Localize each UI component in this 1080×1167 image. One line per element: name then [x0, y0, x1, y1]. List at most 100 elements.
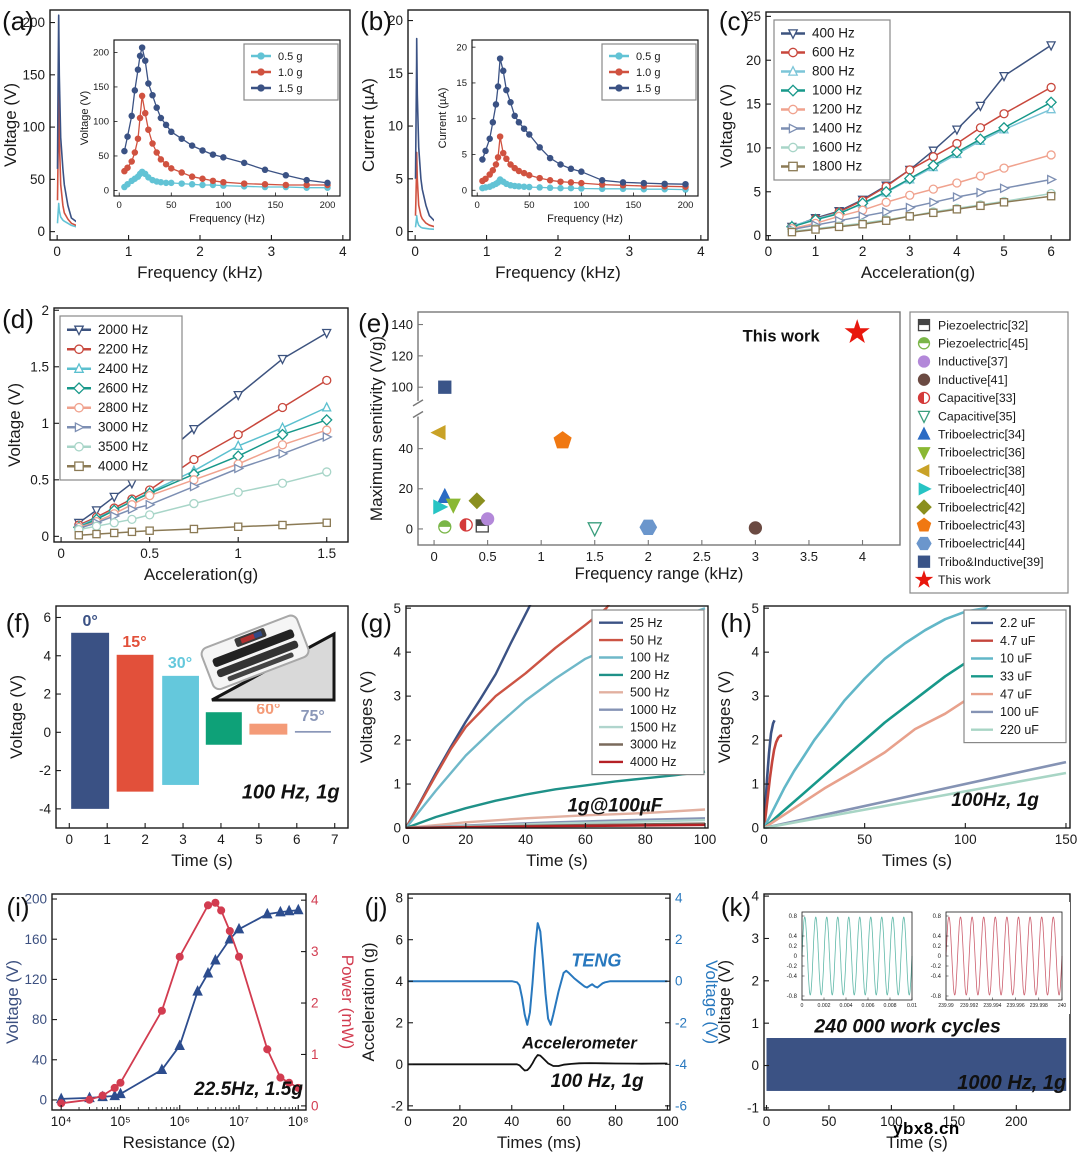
chart-k-durability: 0 50 100 150 200 -1 0 1 2 3 4 Time (s) Voltage (V) 24… [718, 889, 1071, 1152]
svg-text:100: 100 [880, 1114, 903, 1129]
svg-text:2: 2 [196, 244, 204, 259]
svg-text:1.0 g: 1.0 g [278, 67, 302, 79]
svg-text:Piezoelectric[32]: Piezoelectric[32] [938, 318, 1028, 332]
svg-text:0: 0 [404, 1114, 412, 1129]
svg-text:15: 15 [746, 97, 761, 112]
svg-text:40: 40 [504, 1114, 519, 1129]
panel-f-tilt-angle-voltage: 0 1 2 3 4 5 6 7 -4 -2 0 2 4 6 Time (s) Voltage (V) 0° 15°… [0, 598, 358, 882]
svg-text:10: 10 [388, 119, 403, 134]
svg-text:Triboelectric[40]: Triboelectric[40] [938, 482, 1025, 496]
svg-text:80: 80 [32, 1012, 47, 1027]
svg-text:1200 Hz: 1200 Hz [812, 102, 863, 117]
chart-f-tilt-bands: 0 1 2 3 4 5 6 7 -4 -2 0 2 4 6 Time (s) Voltage (V) 0° 15°… [6, 605, 349, 870]
svg-text:-2: -2 [391, 1098, 403, 1113]
svg-text:1: 1 [311, 1047, 319, 1062]
svg-text:3: 3 [906, 244, 914, 259]
svg-text:(h): (h) [720, 608, 752, 638]
svg-text:47 uF: 47 uF [1000, 687, 1032, 701]
svg-text:60°: 60° [256, 701, 280, 718]
svg-text:2: 2 [675, 932, 683, 947]
svg-text:22.5Hz, 1.5g: 22.5Hz, 1.5g [193, 1079, 303, 1100]
svg-text:Resistance (Ω): Resistance (Ω) [123, 1133, 236, 1152]
svg-text:Acceleration(g): Acceleration(g) [144, 565, 258, 584]
svg-text:0: 0 [66, 832, 74, 847]
svg-text:0.8: 0.8 [933, 914, 942, 920]
svg-text:0.006: 0.006 [862, 1003, 875, 1009]
svg-text:3: 3 [393, 689, 401, 704]
svg-text:0.5 g: 0.5 g [278, 51, 302, 63]
svg-text:150: 150 [625, 200, 641, 211]
svg-text:4: 4 [675, 891, 683, 906]
svg-text:Piezoelectric[45]: Piezoelectric[45] [938, 337, 1028, 351]
svg-text:239.992: 239.992 [960, 1003, 978, 1009]
svg-text:200: 200 [678, 200, 694, 211]
svg-text:-2: -2 [675, 1015, 687, 1030]
svg-text:80: 80 [638, 832, 653, 847]
svg-text:10: 10 [746, 141, 761, 156]
svg-text:2: 2 [645, 549, 652, 564]
svg-text:5: 5 [1000, 244, 1008, 259]
svg-text:75°: 75° [301, 708, 325, 725]
svg-text:Triboelectric[38]: Triboelectric[38] [938, 464, 1025, 478]
svg-text:200: 200 [24, 892, 47, 907]
svg-text:4: 4 [395, 974, 403, 989]
svg-text:200: 200 [93, 48, 109, 59]
svg-text:3500 Hz: 3500 Hz [98, 439, 149, 454]
svg-text:1400 Hz: 1400 Hz [812, 121, 863, 136]
svg-text:(b): (b) [360, 6, 392, 36]
svg-text:2: 2 [395, 1015, 403, 1030]
svg-text:1.5 g: 1.5 g [278, 83, 302, 95]
svg-text:10⁸: 10⁸ [288, 1114, 309, 1129]
chart-c-voltage-acceleration: 0 1 2 3 4 5 6 0 5 10 15 20 25 Acceleration(g) Voltage … [718, 6, 1071, 282]
svg-text:10⁷: 10⁷ [229, 1114, 249, 1129]
svg-text:2: 2 [43, 687, 51, 702]
svg-text:0: 0 [430, 549, 437, 564]
svg-text:60: 60 [556, 1114, 571, 1129]
svg-text:4: 4 [751, 889, 759, 904]
svg-text:120: 120 [391, 348, 413, 363]
svg-text:0: 0 [794, 954, 798, 960]
svg-text:1: 1 [812, 244, 820, 259]
svg-text:3: 3 [751, 931, 759, 946]
svg-text:0: 0 [41, 529, 49, 544]
svg-text:1600 Hz: 1600 Hz [812, 140, 863, 155]
svg-text:Triboelectric[44]: Triboelectric[44] [938, 537, 1025, 551]
svg-text:20: 20 [399, 481, 413, 496]
svg-text:0: 0 [393, 821, 401, 836]
svg-text:20: 20 [458, 832, 473, 847]
svg-text:0: 0 [395, 224, 403, 239]
svg-text:0: 0 [57, 546, 65, 561]
svg-text:0: 0 [760, 832, 768, 847]
svg-text:0: 0 [751, 1058, 759, 1073]
svg-text:Inductive[37]: Inductive[37] [938, 355, 1008, 369]
svg-text:-0.8: -0.8 [931, 994, 942, 1000]
svg-text:6: 6 [1047, 244, 1055, 259]
svg-text:(a): (a) [2, 6, 34, 36]
svg-text:100: 100 [954, 832, 977, 847]
svg-text:0°: 0° [82, 613, 97, 630]
svg-text:This work: This work [743, 328, 821, 346]
svg-text:20: 20 [456, 42, 467, 53]
svg-text:1: 1 [538, 549, 545, 564]
svg-text:150: 150 [1055, 832, 1078, 847]
svg-text:6: 6 [395, 932, 403, 947]
svg-text:0: 0 [751, 821, 759, 836]
svg-text:Frequency (Hz): Frequency (Hz) [547, 213, 623, 225]
svg-text:1: 1 [393, 777, 401, 792]
svg-text:50: 50 [30, 172, 45, 187]
svg-text:Frequency (kHz): Frequency (kHz) [495, 263, 621, 282]
svg-text:Times (s): Times (s) [882, 851, 952, 870]
svg-text:0.004: 0.004 [840, 1003, 853, 1009]
svg-text:4: 4 [339, 244, 347, 259]
svg-text:10⁴: 10⁴ [51, 1114, 72, 1129]
svg-text:4: 4 [953, 244, 961, 259]
svg-text:20: 20 [388, 13, 403, 28]
svg-text:(j): (j) [364, 892, 387, 922]
svg-text:0: 0 [117, 200, 122, 211]
svg-text:30°: 30° [168, 655, 192, 672]
svg-text:0: 0 [675, 974, 683, 989]
svg-text:2: 2 [141, 832, 149, 847]
svg-text:60: 60 [578, 832, 593, 847]
svg-text:Voltages (V): Voltages (V) [718, 671, 734, 764]
